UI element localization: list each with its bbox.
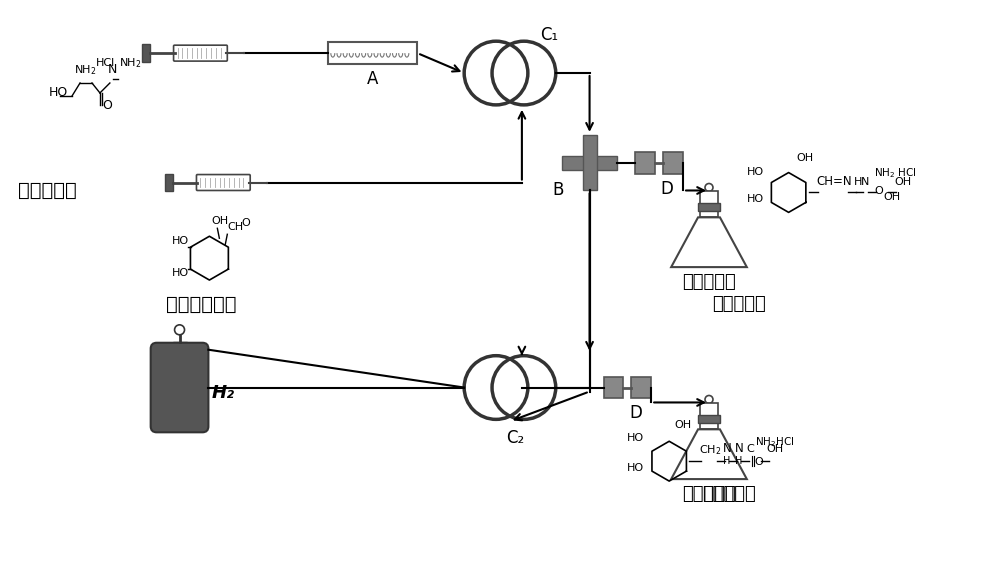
Text: D: D xyxy=(661,179,674,197)
Bar xyxy=(698,415,720,423)
Text: 酶肥盐酸盐: 酶肥盐酸盐 xyxy=(18,181,77,200)
Text: C₁: C₁ xyxy=(540,26,558,44)
Bar xyxy=(700,404,718,429)
Text: H: H xyxy=(723,456,730,466)
Bar xyxy=(631,376,651,398)
Text: D: D xyxy=(629,405,642,423)
Text: HO: HO xyxy=(626,433,644,444)
Text: HO: HO xyxy=(747,167,764,177)
Text: O: O xyxy=(874,186,883,196)
Text: OH: OH xyxy=(883,192,900,203)
Text: O: O xyxy=(102,99,112,112)
Text: C: C xyxy=(747,444,755,454)
Polygon shape xyxy=(671,217,747,267)
Text: OH: OH xyxy=(767,444,784,454)
Text: HO: HO xyxy=(747,195,764,204)
Text: N: N xyxy=(861,177,870,186)
FancyBboxPatch shape xyxy=(174,45,227,61)
Bar xyxy=(663,152,683,174)
Bar xyxy=(698,203,720,211)
FancyBboxPatch shape xyxy=(196,174,250,190)
Text: 三羟基苯甲醇: 三羟基苯甲醇 xyxy=(166,295,237,314)
Text: 盐酸芙丝腕: 盐酸芙丝腕 xyxy=(712,295,766,313)
Text: B: B xyxy=(552,181,563,199)
Text: NH$_2$: NH$_2$ xyxy=(119,56,141,70)
Text: CH$_2$: CH$_2$ xyxy=(699,443,721,457)
Text: N: N xyxy=(108,63,117,76)
Text: H₂: H₂ xyxy=(211,384,234,402)
Circle shape xyxy=(705,395,713,404)
Text: OH: OH xyxy=(674,420,691,430)
Bar xyxy=(635,152,655,174)
Text: N: N xyxy=(735,442,744,455)
Bar xyxy=(604,376,623,398)
Text: 盐酸芙丝肥: 盐酸芙丝肥 xyxy=(702,485,756,503)
Text: H: H xyxy=(735,456,742,466)
Bar xyxy=(328,42,417,64)
Bar xyxy=(142,44,150,62)
Text: HO: HO xyxy=(49,86,68,99)
Text: A: A xyxy=(367,70,378,88)
Text: O: O xyxy=(241,218,250,228)
Bar xyxy=(583,135,597,190)
Text: OH: OH xyxy=(894,177,911,186)
Bar xyxy=(700,192,718,217)
Text: 盐酸芙丝腕: 盐酸芙丝腕 xyxy=(682,273,736,291)
Text: HO: HO xyxy=(172,268,189,278)
Text: O: O xyxy=(755,457,764,467)
Text: H: H xyxy=(854,177,863,186)
Text: HO: HO xyxy=(626,463,644,473)
Polygon shape xyxy=(671,429,747,479)
Circle shape xyxy=(175,325,185,335)
Bar xyxy=(173,342,187,349)
Circle shape xyxy=(705,184,713,192)
Text: OH: OH xyxy=(211,217,229,226)
Bar xyxy=(562,156,617,170)
FancyBboxPatch shape xyxy=(151,343,208,433)
Text: CH=N: CH=N xyxy=(816,174,852,188)
Text: HCl: HCl xyxy=(96,58,115,68)
Text: N: N xyxy=(723,442,732,455)
Text: NH$_2$ HCl: NH$_2$ HCl xyxy=(874,167,917,180)
Text: HO: HO xyxy=(172,236,189,246)
Bar xyxy=(165,174,173,192)
Text: CH: CH xyxy=(227,222,243,232)
Text: OH: OH xyxy=(797,153,814,163)
Text: 盐酸芙丝肥: 盐酸芙丝肥 xyxy=(682,485,736,503)
Text: C₂: C₂ xyxy=(506,429,524,448)
Text: NH$_2$HCl: NH$_2$HCl xyxy=(755,435,794,449)
Text: NH$_2$: NH$_2$ xyxy=(74,63,97,77)
